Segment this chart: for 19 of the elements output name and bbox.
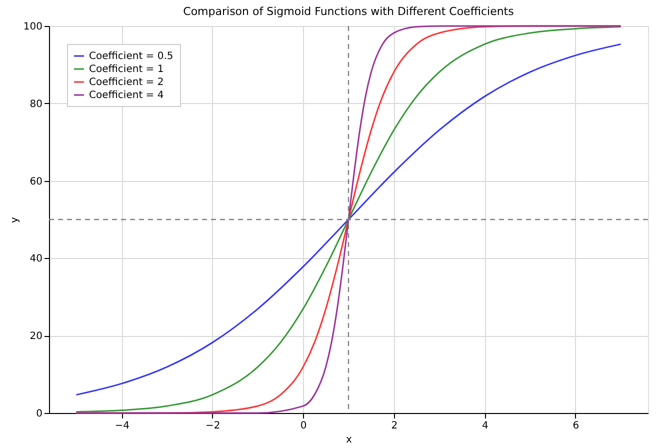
y-tick-label: 80 bbox=[30, 98, 42, 110]
y-tick-label: 60 bbox=[30, 176, 42, 188]
legend-label: Coefficient = 2 bbox=[89, 77, 164, 88]
legend-label: Coefficient = 1 bbox=[89, 64, 164, 75]
x-tick-label: 0 bbox=[300, 420, 307, 432]
chart-title: Comparison of Sigmoid Functions with Different Coefficients bbox=[183, 5, 514, 18]
y-tick-label: 20 bbox=[30, 331, 42, 342]
x-tick-label: 6 bbox=[572, 420, 580, 432]
x-tick-label: 4 bbox=[482, 420, 488, 432]
y-tick-label: 0 bbox=[36, 408, 42, 420]
x-tick-label: −4 bbox=[114, 420, 130, 432]
y-tick-label: 100 bbox=[23, 22, 42, 32]
y-axis-title: y bbox=[9, 216, 20, 223]
legend-label: Coefficient = 4 bbox=[89, 90, 164, 101]
y-tick-label: 40 bbox=[30, 254, 42, 265]
x-tick-label: 2 bbox=[391, 420, 398, 432]
legend-label: Coefficient = 0.5 bbox=[89, 51, 174, 62]
x-tick-label: −2 bbox=[205, 420, 220, 432]
x-axis-title: x bbox=[346, 434, 352, 446]
